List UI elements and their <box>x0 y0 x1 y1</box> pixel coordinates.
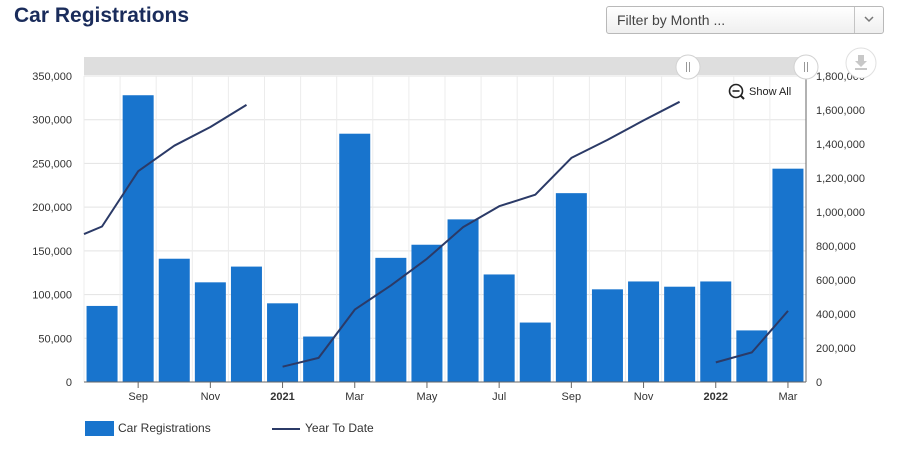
bar-2021-06[interactable] <box>447 219 479 382</box>
ytd-line-segment-2[interactable] <box>282 100 681 368</box>
y-right-tick-label: 0 <box>816 377 822 389</box>
bar-2021-09[interactable] <box>555 193 587 382</box>
show-all-button[interactable]: Show All <box>728 83 792 100</box>
ytd-line-segment-3[interactable] <box>715 310 789 364</box>
bar-2021-10[interactable] <box>591 289 623 382</box>
bar-2020-10[interactable] <box>158 258 190 382</box>
range-handle-left[interactable] <box>675 54 701 80</box>
y-left-tick-label: 250,000 <box>32 158 72 170</box>
range-handle-right[interactable] <box>793 54 819 80</box>
bar-2021-08[interactable] <box>519 322 551 382</box>
x-tick-labels: Sep Nov 2021 Mar May Jul Sep Nov 2022 Mar <box>128 391 797 403</box>
y-right-tick-label: 200,000 <box>816 343 856 355</box>
chevron-down-icon[interactable] <box>854 7 883 33</box>
x-tick-label: Sep <box>128 391 148 403</box>
bars-layer <box>86 95 804 382</box>
bar-2021-05[interactable] <box>411 244 443 382</box>
page-title: Car Registrations <box>14 4 190 27</box>
x-tick-label: 2021 <box>270 391 294 403</box>
bar-2022-01[interactable] <box>700 281 732 382</box>
x-tick-label: Mar <box>778 391 797 403</box>
line-layer <box>83 100 789 368</box>
month-filter-placeholder: Filter by Month ... <box>617 12 726 28</box>
y-right-tick-label: 1,200,000 <box>816 173 865 185</box>
range-navigator-track[interactable] <box>84 57 806 75</box>
y-right-tick-label: 800,000 <box>816 241 856 253</box>
bar-2021-01[interactable] <box>267 303 299 382</box>
legend-item-car-registrations[interactable]: Car Registrations <box>118 421 211 435</box>
y-left-tick-label: 150,000 <box>32 246 72 258</box>
bar-2022-03[interactable] <box>772 168 804 382</box>
legend-bar-swatch <box>85 421 114 436</box>
y-left-tick-label: 350,000 <box>32 71 72 83</box>
bar-2021-11[interactable] <box>628 281 660 382</box>
bar-2020-11[interactable] <box>194 282 226 382</box>
axis-layer <box>84 76 807 388</box>
x-tick-label: Jul <box>492 391 506 403</box>
zoom-out-icon <box>728 83 744 99</box>
x-tick-label: Mar <box>345 391 364 403</box>
y-left-tick-label: 200,000 <box>32 202 72 214</box>
month-filter-select[interactable]: Filter by Month ... <box>606 6 884 34</box>
x-tick-label: Sep <box>562 391 582 403</box>
x-tick-label: 2022 <box>704 391 728 403</box>
grid-layer <box>83 75 807 383</box>
y-right-tick-label: 1,000,000 <box>816 207 865 219</box>
bar-2021-03[interactable] <box>339 133 371 382</box>
y-left-tick-label: 0 <box>66 377 72 389</box>
y-right-tick-label: 1,600,000 <box>816 105 865 117</box>
show-all-label[interactable]: Show All <box>749 86 791 98</box>
y-right-tick-labels: 0 200,000 400,000 600,000 800,000 1,000,000 1,… <box>816 71 865 389</box>
y-left-tick-label: 100,000 <box>32 290 72 302</box>
y-left-tick-labels: 0 50,000 100,000 150,000 200,000 250,000 300,0… <box>32 71 72 389</box>
x-tick-label: May <box>417 391 438 403</box>
x-tick-label: Nov <box>634 391 654 403</box>
bar-2021-12[interactable] <box>664 286 696 382</box>
bar-2020-09[interactable] <box>122 95 154 382</box>
x-tick-label: Nov <box>201 391 221 403</box>
bar-2021-07[interactable] <box>483 274 515 382</box>
ytd-line-segment-1[interactable] <box>83 104 248 236</box>
y-left-tick-label: 300,000 <box>32 115 72 127</box>
download-icon[interactable] <box>845 47 877 79</box>
y-right-tick-label: 1,400,000 <box>816 139 865 151</box>
bar-2020-12[interactable] <box>230 266 262 382</box>
y-left-tick-label: 50,000 <box>38 333 72 345</box>
bar-2020-08[interactable] <box>86 305 118 382</box>
y-right-tick-label: 600,000 <box>816 275 856 287</box>
y-right-tick-label: 400,000 <box>816 309 856 321</box>
legend-item-year-to-date[interactable]: Year To Date <box>305 421 374 435</box>
